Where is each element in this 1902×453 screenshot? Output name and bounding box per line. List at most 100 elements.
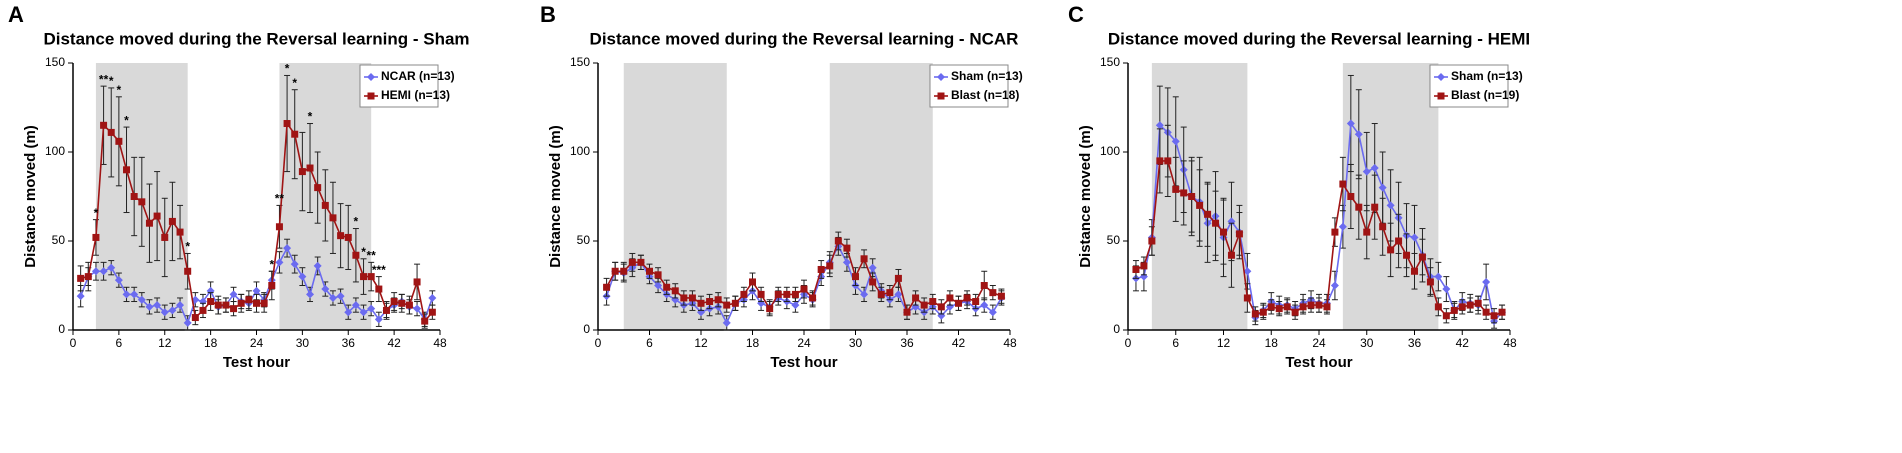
x-tick-label: 36 bbox=[900, 336, 914, 350]
x-tick-label: 36 bbox=[342, 336, 356, 350]
point bbox=[1243, 267, 1252, 276]
y-tick-label: 50 bbox=[1107, 233, 1121, 247]
point bbox=[252, 286, 261, 295]
point bbox=[329, 214, 337, 222]
y-tick-label: 0 bbox=[1113, 322, 1120, 336]
annotation: * bbox=[285, 62, 290, 76]
point bbox=[1196, 201, 1204, 209]
point bbox=[344, 308, 353, 317]
annotation: * bbox=[361, 245, 366, 259]
point bbox=[929, 298, 937, 306]
point bbox=[1379, 223, 1387, 231]
y-tick-label: 150 bbox=[45, 55, 65, 69]
point bbox=[99, 267, 108, 276]
point bbox=[321, 201, 329, 209]
x-axis-label: Test hour bbox=[1285, 354, 1352, 371]
panel-label: B bbox=[540, 2, 556, 27]
x-tick-label: 6 bbox=[646, 336, 653, 350]
point bbox=[937, 303, 945, 311]
x-tick-label: 30 bbox=[296, 336, 310, 350]
point bbox=[843, 244, 851, 252]
point bbox=[723, 301, 731, 309]
point bbox=[184, 267, 192, 275]
point bbox=[1339, 180, 1347, 188]
point bbox=[298, 272, 307, 281]
point bbox=[955, 299, 962, 307]
x-tick-label: 30 bbox=[1360, 336, 1374, 350]
point bbox=[1299, 303, 1307, 311]
point bbox=[100, 121, 108, 129]
point bbox=[1466, 301, 1474, 309]
point bbox=[290, 260, 299, 269]
point bbox=[834, 237, 842, 245]
legend-label: HEMI (n=13) bbox=[381, 88, 450, 102]
point bbox=[1371, 203, 1379, 211]
point bbox=[1156, 157, 1164, 165]
x-tick-label: 24 bbox=[1312, 336, 1326, 350]
x-tick-label: 12 bbox=[694, 336, 708, 350]
point bbox=[860, 255, 868, 263]
x-tick-label: 48 bbox=[433, 336, 447, 350]
point bbox=[428, 308, 436, 316]
point bbox=[1498, 308, 1506, 316]
point bbox=[722, 318, 731, 327]
panel-label: A bbox=[8, 2, 24, 27]
point bbox=[283, 120, 291, 128]
point bbox=[382, 306, 390, 314]
point bbox=[1403, 251, 1411, 259]
point bbox=[161, 233, 169, 241]
y-tick-label: 100 bbox=[570, 144, 590, 158]
point bbox=[714, 296, 722, 304]
point bbox=[1378, 183, 1387, 192]
point bbox=[1442, 285, 1451, 294]
point bbox=[1204, 210, 1212, 218]
legend-box bbox=[359, 64, 439, 108]
point bbox=[637, 258, 645, 266]
point bbox=[107, 128, 115, 136]
point bbox=[912, 294, 920, 302]
point bbox=[826, 262, 834, 270]
point bbox=[688, 294, 696, 302]
annotation: * bbox=[269, 257, 274, 271]
point bbox=[153, 212, 161, 220]
point bbox=[375, 285, 383, 293]
point bbox=[374, 315, 383, 324]
point bbox=[963, 294, 971, 302]
point bbox=[1370, 164, 1379, 173]
point bbox=[1283, 303, 1291, 311]
point bbox=[1355, 203, 1363, 211]
point bbox=[766, 305, 774, 313]
point bbox=[1331, 228, 1339, 236]
point bbox=[160, 308, 169, 317]
point bbox=[972, 298, 980, 306]
point bbox=[306, 164, 314, 172]
annotation: * bbox=[185, 240, 190, 254]
point bbox=[137, 295, 146, 304]
point bbox=[1458, 303, 1466, 311]
point bbox=[903, 308, 911, 316]
point bbox=[1347, 193, 1355, 200]
point bbox=[115, 137, 123, 145]
point bbox=[260, 299, 268, 307]
point bbox=[230, 305, 238, 313]
point bbox=[214, 301, 222, 309]
point bbox=[817, 265, 825, 273]
point bbox=[1140, 262, 1148, 270]
point bbox=[1434, 272, 1443, 281]
legend-label: NCAR (n=13) bbox=[381, 69, 455, 83]
point bbox=[997, 292, 1005, 300]
x-tick-label: 24 bbox=[797, 336, 811, 350]
point bbox=[980, 301, 989, 310]
point bbox=[1155, 121, 1164, 130]
point bbox=[1450, 306, 1458, 314]
point bbox=[749, 278, 756, 286]
point bbox=[620, 267, 628, 275]
x-tick-label: 6 bbox=[1172, 336, 1179, 350]
point bbox=[275, 258, 284, 267]
point bbox=[145, 219, 153, 227]
point bbox=[1212, 219, 1220, 227]
point bbox=[390, 298, 398, 306]
point bbox=[191, 314, 199, 322]
point bbox=[1386, 201, 1395, 210]
